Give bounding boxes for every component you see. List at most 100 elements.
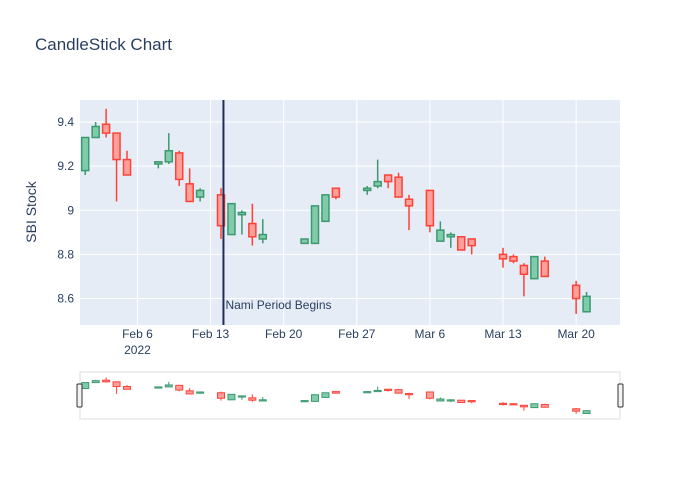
mini-candle: [530, 403, 539, 409]
mini-candle: [227, 393, 236, 401]
mini-candle-body: [373, 389, 382, 393]
candle[interactable]: [362, 186, 372, 195]
candle-body: [248, 222, 257, 238]
mini-candle-body: [258, 399, 267, 402]
mini-candle-body: [185, 390, 194, 395]
candle[interactable]: [216, 188, 226, 239]
x-tick-year-label: 2022: [124, 343, 151, 357]
mini-candle-body: [457, 399, 466, 404]
candle-body: [321, 194, 330, 223]
annotation-layer: Nami Period Begins: [222, 100, 332, 325]
y-tick-label: 9.4: [57, 115, 74, 129]
mini-candle: [196, 391, 205, 394]
candle[interactable]: [467, 238, 476, 255]
candle-body: [237, 211, 247, 216]
candle-body: [185, 183, 194, 203]
mini-candle-body: [582, 410, 591, 414]
candle[interactable]: [248, 203, 257, 246]
mini-candle: [300, 400, 309, 403]
candle-body: [227, 202, 236, 236]
mini-candle-body: [572, 408, 581, 412]
mini-candle: [572, 408, 581, 414]
candle[interactable]: [456, 236, 466, 251]
mini-candle-body: [321, 392, 330, 398]
candle[interactable]: [195, 188, 205, 202]
candle-body: [362, 187, 372, 192]
candle-body: [112, 132, 121, 161]
range-slider-right-handle[interactable]: [617, 383, 624, 408]
mini-candle-body: [164, 384, 173, 388]
range-slider[interactable]: [79, 371, 621, 420]
candle[interactable]: [237, 210, 247, 235]
annotation-label: Nami Period Begins: [225, 298, 331, 312]
mini-candle: [175, 384, 184, 392]
mini-candle: [509, 403, 518, 406]
candle[interactable]: [321, 194, 330, 223]
candle[interactable]: [509, 254, 518, 264]
mini-candle: [123, 384, 132, 390]
x-axis-ticks: Feb 6 2022 Feb 13 Feb 20 Feb 27 Mar 6 Mar 13 Ma…: [122, 327, 595, 357]
candle[interactable]: [80, 136, 90, 176]
candle-body: [373, 180, 382, 187]
mini-candle: [102, 377, 111, 383]
candle[interactable]: [331, 187, 341, 200]
mini-candle-body: [311, 394, 320, 402]
candle[interactable]: [519, 263, 529, 297]
mini-candle: [154, 386, 163, 389]
candle-body: [164, 149, 174, 163]
mini-candle-body: [81, 382, 90, 389]
candle[interactable]: [425, 189, 435, 233]
candle-body: [540, 260, 550, 278]
candle[interactable]: [174, 150, 184, 187]
candle-body: [404, 198, 414, 207]
mini-candle-body: [446, 399, 455, 402]
candle[interactable]: [571, 280, 581, 314]
candle[interactable]: [258, 219, 268, 244]
mini-candle-body: [196, 391, 205, 394]
candle[interactable]: [446, 232, 456, 248]
candle[interactable]: [300, 238, 309, 245]
mini-candle-body: [394, 389, 403, 394]
candle[interactable]: [122, 150, 132, 176]
candle-body: [310, 205, 320, 245]
candle[interactable]: [112, 132, 121, 202]
candle[interactable]: [101, 108, 111, 138]
mini-candle-body: [227, 393, 236, 401]
y-tick-label: 8.6: [57, 292, 74, 306]
mini-candle-body: [499, 402, 508, 406]
candle-body: [91, 125, 100, 139]
mini-candle: [384, 388, 393, 392]
candle[interactable]: [582, 291, 591, 313]
candle[interactable]: [383, 174, 393, 189]
candle[interactable]: [498, 247, 508, 268]
mini-candle-body: [123, 386, 132, 390]
candles-layer[interactable]: [80, 108, 591, 314]
candle[interactable]: [310, 205, 320, 245]
candle-body: [425, 189, 435, 227]
mini-candle-body: [112, 381, 121, 388]
mini-candle: [331, 391, 340, 394]
candle[interactable]: [404, 194, 414, 231]
mini-candle: [394, 388, 403, 394]
range-slider-left-handle[interactable]: [76, 383, 83, 408]
candle[interactable]: [154, 161, 163, 169]
mini-candle: [91, 379, 100, 384]
candle[interactable]: [530, 255, 539, 280]
candle[interactable]: [185, 168, 194, 203]
mini-candle: [258, 397, 267, 402]
candle-body: [216, 194, 226, 227]
candle-body: [174, 152, 184, 181]
mini-candle-body: [405, 393, 414, 396]
candle[interactable]: [540, 256, 550, 278]
candle-body: [101, 123, 111, 134]
candle[interactable]: [373, 159, 382, 189]
candle[interactable]: [227, 202, 236, 236]
candle[interactable]: [394, 172, 403, 198]
candle[interactable]: [91, 122, 100, 139]
candle[interactable]: [436, 221, 445, 242]
candle[interactable]: [164, 133, 174, 164]
chart-title: CandleStick Chart: [35, 35, 172, 54]
x-tick-label: Feb 27: [338, 327, 376, 341]
y-tick-label: 9.2: [57, 159, 74, 173]
